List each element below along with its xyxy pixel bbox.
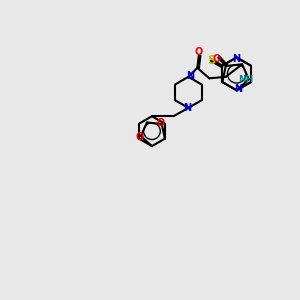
Text: N: N — [186, 71, 194, 81]
Text: O: O — [156, 118, 164, 128]
Text: O: O — [213, 54, 221, 64]
Text: N: N — [234, 84, 242, 94]
Text: S: S — [207, 54, 216, 68]
Text: O: O — [195, 47, 203, 57]
Text: N: N — [232, 54, 241, 64]
Text: O: O — [135, 132, 143, 142]
Text: N: N — [183, 103, 191, 113]
Text: NH: NH — [238, 75, 254, 84]
